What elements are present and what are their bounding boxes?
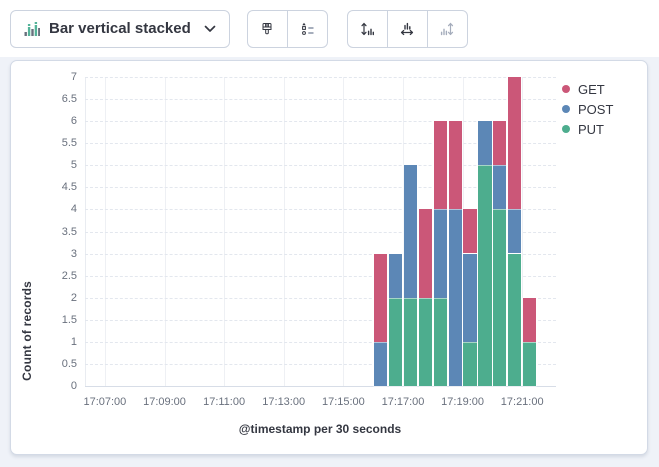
bar-segment[interactable] <box>523 297 537 342</box>
axis-button-group <box>346 9 468 48</box>
page-content: Count of records 17:07:00 17:09:00 17:11:0… <box>0 57 659 467</box>
x-tick-label: 17:15:00 <box>321 396 365 408</box>
y-tick-label: 1.5 <box>61 313 77 326</box>
legend-label: PUT <box>578 121 604 137</box>
h-gridline <box>85 187 556 189</box>
legend-color-dot <box>562 105 570 113</box>
legend-settings-button[interactable] <box>286 9 328 48</box>
h-gridline <box>85 143 556 145</box>
h-gridline <box>85 99 556 101</box>
left-axis-icon <box>359 21 375 37</box>
plot-area: 17:07:00 17:09:00 17:11:00 17:13:00 17:15:00… <box>62 71 556 408</box>
h-gridline <box>85 341 556 343</box>
x-axis-line <box>85 386 556 387</box>
h-gridline <box>85 275 556 277</box>
style-button-group <box>246 9 328 48</box>
y-tick-label: 3.5 <box>61 225 77 238</box>
bar-segment[interactable] <box>478 165 492 386</box>
y-tick-label: 4 <box>70 203 77 216</box>
bar-vertical-stacked-icon <box>24 21 40 37</box>
bar-segment[interactable] <box>403 165 418 298</box>
legend-label: POST <box>578 101 614 117</box>
bar-segment[interactable] <box>433 121 447 210</box>
legend-label: GET <box>578 81 605 97</box>
bottom-axis-button[interactable] <box>386 9 428 48</box>
bar-segment[interactable] <box>478 121 492 166</box>
right-axis-icon <box>439 21 455 37</box>
bar-segment[interactable] <box>523 341 537 386</box>
h-gridline <box>85 363 556 365</box>
legend: GET POST PUT <box>562 82 613 142</box>
bar-segment[interactable] <box>508 209 522 254</box>
y-tick-label: 5 <box>70 159 77 172</box>
bar-segment[interactable] <box>493 165 507 210</box>
chevron-down-icon <box>204 25 216 33</box>
x-tick-label: 17:13:00 <box>262 396 306 408</box>
chart-type-label: Bar vertical stacked <box>49 20 191 37</box>
legend-color-dot <box>562 85 570 93</box>
x-tick-label: 17:07:00 <box>83 396 127 408</box>
legend-item-get[interactable]: GET <box>562 81 613 97</box>
bar-segment[interactable] <box>374 341 388 386</box>
bar-segment[interactable] <box>463 209 477 254</box>
y-tick-label: 0 <box>70 380 77 392</box>
bottom-axis-icon <box>399 21 415 37</box>
bar-segment[interactable] <box>493 209 507 386</box>
left-axis-button[interactable] <box>346 9 388 48</box>
y-tick-label: 6.5 <box>61 93 77 106</box>
h-gridline <box>85 165 556 167</box>
h-gridline <box>85 209 556 211</box>
y-tick-label: 4.5 <box>61 181 77 194</box>
bar-segment[interactable] <box>418 297 432 386</box>
x-tick-label: 17:09:00 <box>143 396 186 408</box>
bar-segment[interactable] <box>433 297 447 386</box>
h-gridline <box>85 231 556 233</box>
legend-list-icon <box>299 21 315 37</box>
h-gridline <box>85 297 556 299</box>
bar-segment[interactable] <box>433 209 447 298</box>
bar-segment[interactable] <box>448 121 462 210</box>
right-axis-button[interactable] <box>426 9 468 48</box>
bar-segment[interactable] <box>388 253 403 298</box>
y-tick-label: 0.5 <box>61 357 77 370</box>
bar-segment[interactable] <box>374 253 388 342</box>
y-tick-label: 1 <box>70 335 77 348</box>
h-gridline <box>85 121 556 123</box>
h-gridline <box>85 77 556 78</box>
x-axis-title: @timestamp per 30 seconds <box>238 422 402 436</box>
h-gridline <box>85 253 556 255</box>
bar-segment[interactable] <box>463 253 477 342</box>
y-tick-label: 3 <box>70 247 77 260</box>
bar-segment[interactable] <box>388 297 403 386</box>
bar-segment[interactable] <box>403 297 418 386</box>
visual-options-button[interactable] <box>246 9 288 48</box>
bar-segment[interactable] <box>463 341 477 386</box>
x-tick-label: 17:17:00 <box>381 396 425 408</box>
legend-item-post[interactable]: POST <box>562 101 614 117</box>
y-axis-title: Count of records <box>20 280 34 381</box>
x-tick-label: 17:21:00 <box>500 396 544 408</box>
bar-segment[interactable] <box>418 209 432 298</box>
h-gridline <box>85 319 556 321</box>
bar-segment[interactable] <box>508 77 522 210</box>
legend-item-put[interactable]: PUT <box>562 121 613 137</box>
bar-segment[interactable] <box>448 209 462 386</box>
chart-panel: Count of records 17:07:00 17:09:00 17:11:0… <box>10 60 648 455</box>
bar-segment[interactable] <box>493 121 507 166</box>
y-tick-label: 6 <box>70 115 77 128</box>
paintbrush-icon <box>259 21 275 37</box>
y-tick-label: 5.5 <box>61 137 77 150</box>
y-tick-label: 2.5 <box>61 269 77 282</box>
legend-color-dot <box>562 125 570 133</box>
x-tick-label: 17:19:00 <box>441 396 485 408</box>
y-tick-label: 2 <box>70 291 77 304</box>
bar-segment[interactable] <box>508 253 522 386</box>
y-tick-label: 7 <box>70 71 77 83</box>
chart-type-switcher[interactable]: Bar vertical stacked <box>10 9 230 48</box>
toolbar: Bar vertical stacked <box>0 0 659 57</box>
x-tick-label: 17:11:00 <box>203 396 246 408</box>
